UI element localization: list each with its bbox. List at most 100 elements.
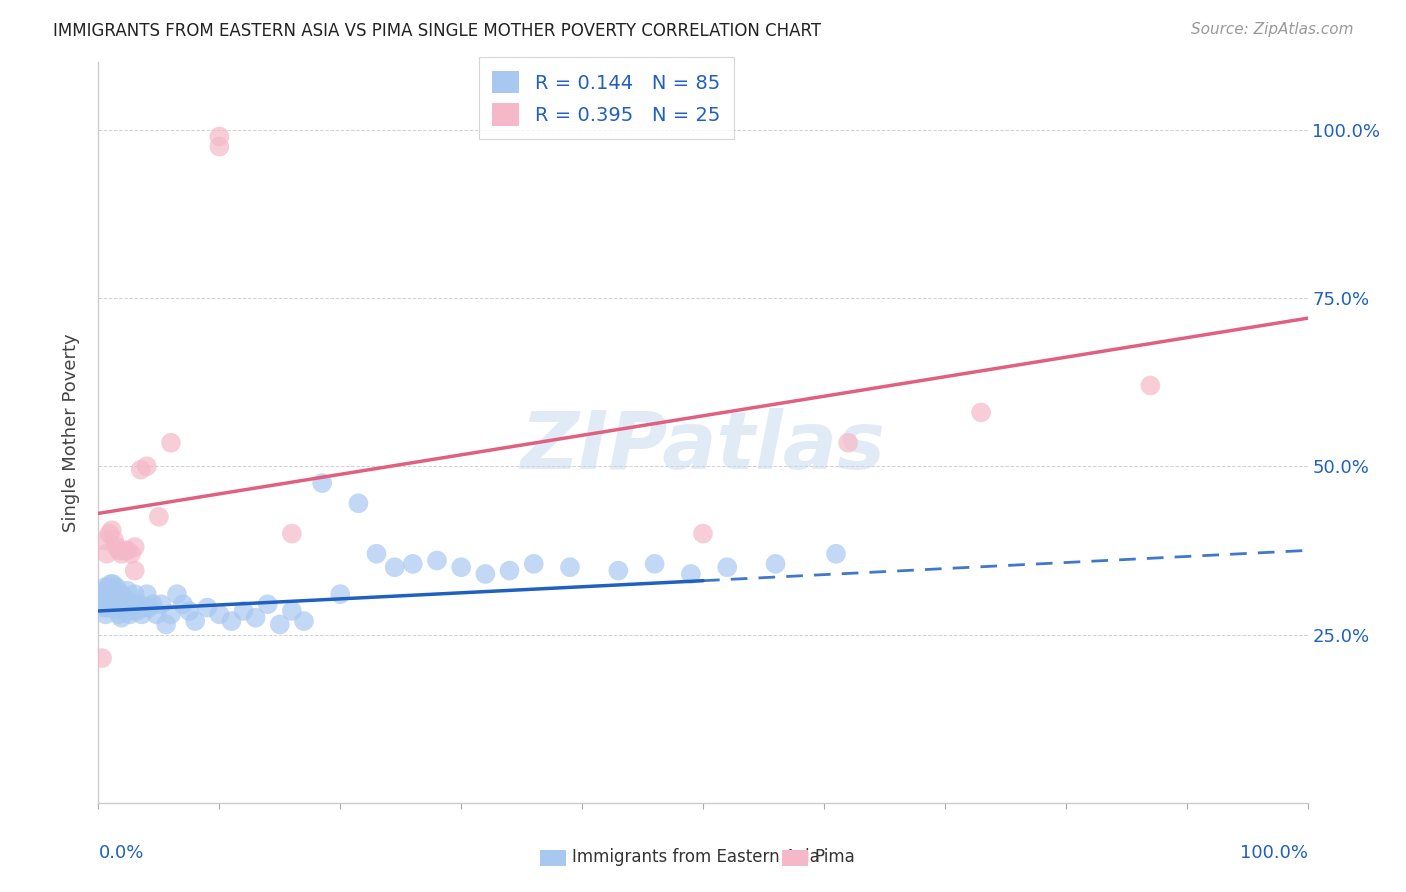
Point	[108, 587, 131, 601]
Point	[97, 581, 120, 595]
Point	[100, 583, 122, 598]
Point	[145, 607, 167, 622]
Point	[256, 597, 278, 611]
Point	[118, 594, 141, 608]
Point	[100, 577, 122, 591]
Point	[107, 597, 129, 611]
Text: 0.0%: 0.0%	[98, 844, 143, 862]
Point	[166, 587, 188, 601]
Point	[120, 604, 142, 618]
Point	[104, 591, 127, 605]
Text: Source: ZipAtlas.com: Source: ZipAtlas.com	[1191, 22, 1354, 37]
Point	[692, 526, 714, 541]
Point	[103, 597, 125, 611]
Point	[105, 597, 128, 611]
FancyBboxPatch shape	[540, 850, 567, 866]
Point	[108, 600, 131, 615]
Point	[129, 462, 152, 476]
Point	[138, 600, 160, 615]
Point	[837, 435, 859, 450]
Text: IMMIGRANTS FROM EASTERN ASIA VS PIMA SINGLE MOTHER POVERTY CORRELATION CHART: IMMIGRANTS FROM EASTERN ASIA VS PIMA SIN…	[53, 22, 821, 40]
Point	[91, 597, 114, 611]
Point	[155, 617, 177, 632]
Point	[91, 651, 114, 665]
Point	[402, 557, 425, 571]
Point	[108, 607, 131, 622]
Text: ZIPatlas: ZIPatlas	[520, 409, 886, 486]
Point	[121, 597, 143, 611]
Point	[105, 540, 128, 554]
Text: Pima: Pima	[814, 848, 855, 866]
Point	[384, 560, 406, 574]
Point	[135, 459, 157, 474]
Point	[716, 560, 738, 574]
Point	[96, 547, 118, 561]
Point	[124, 540, 146, 554]
Point	[195, 600, 218, 615]
Point	[245, 610, 267, 624]
Point	[94, 607, 117, 622]
Point	[118, 607, 141, 622]
Point	[98, 526, 121, 541]
Text: Immigrants from Eastern Asia: Immigrants from Eastern Asia	[572, 848, 820, 866]
Point	[115, 597, 138, 611]
Point	[160, 607, 183, 622]
Point	[366, 547, 388, 561]
Point	[644, 557, 666, 571]
Point	[93, 533, 115, 548]
Point	[105, 581, 128, 595]
Point	[311, 476, 333, 491]
Point	[114, 594, 136, 608]
Point	[134, 600, 156, 615]
Point	[498, 564, 520, 578]
Point	[96, 583, 118, 598]
Point	[558, 560, 581, 574]
Point	[110, 547, 132, 561]
Point	[100, 523, 122, 537]
Point	[108, 594, 131, 608]
Point	[208, 607, 231, 622]
Point	[120, 547, 142, 561]
Point	[110, 587, 132, 601]
Point	[114, 543, 136, 558]
Point	[221, 614, 243, 628]
Point	[117, 543, 139, 558]
Point	[98, 587, 121, 601]
Point	[117, 583, 139, 598]
Point	[131, 607, 153, 622]
Point	[329, 587, 352, 601]
Point	[93, 600, 115, 615]
Point	[523, 557, 546, 571]
Point	[103, 533, 125, 548]
Point	[107, 591, 129, 605]
Point	[232, 604, 254, 618]
Point	[825, 547, 848, 561]
Legend: R = 0.144   N = 85, R = 0.395   N = 25: R = 0.144 N = 85, R = 0.395 N = 25	[478, 57, 734, 139]
Point	[93, 581, 115, 595]
Point	[112, 604, 135, 618]
Point	[269, 617, 291, 632]
Point	[97, 594, 120, 608]
Point	[148, 509, 170, 524]
Point	[103, 587, 125, 601]
Point	[135, 587, 157, 601]
Point	[90, 587, 112, 601]
Point	[98, 597, 121, 611]
Point	[128, 597, 150, 611]
Point	[91, 591, 114, 605]
Point	[101, 577, 124, 591]
Point	[172, 597, 194, 611]
Point	[160, 435, 183, 450]
Point	[970, 405, 993, 419]
Point	[108, 543, 131, 558]
Point	[179, 604, 201, 618]
Point	[679, 566, 702, 581]
Point	[450, 560, 472, 574]
Y-axis label: Single Mother Poverty: Single Mother Poverty	[62, 334, 80, 532]
Point	[96, 600, 118, 615]
Point	[127, 604, 149, 618]
Point	[607, 564, 630, 578]
Point	[347, 496, 370, 510]
Point	[208, 129, 231, 144]
Point	[208, 139, 231, 153]
